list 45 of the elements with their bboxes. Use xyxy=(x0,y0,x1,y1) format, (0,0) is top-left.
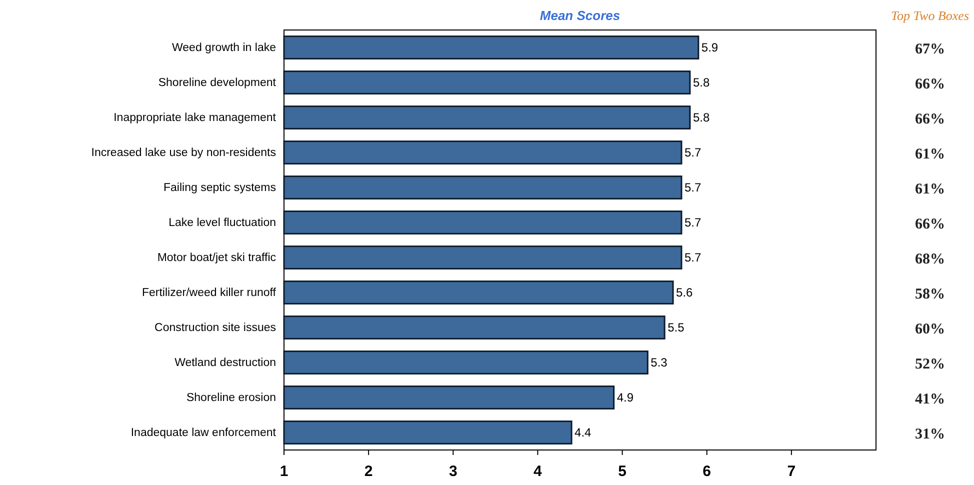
data-label: 5.3 xyxy=(650,356,668,370)
y-tick-label: Shoreline development xyxy=(158,77,277,90)
text: 31% xyxy=(915,426,945,442)
data-label: 5.8 xyxy=(692,110,710,124)
data-label: 5.7 xyxy=(684,180,702,194)
x-tick-label: 1 xyxy=(280,463,288,480)
text: 58% xyxy=(915,286,945,302)
y-tick-label: Fertilizer/weed killer runoff xyxy=(142,287,277,300)
x-tick-label: 5 xyxy=(618,463,626,480)
text: 52% xyxy=(915,356,945,372)
x-tick-label: 3 xyxy=(448,463,458,480)
y-tick-label: Lake level fluctuation xyxy=(168,217,276,230)
data-label: 4.4 xyxy=(574,426,592,440)
x-tick-label: 6 xyxy=(702,463,712,480)
text: 66% xyxy=(915,216,945,232)
y-tick-label: Increased lake use by non-residents xyxy=(91,147,276,160)
x-tick-label: 4 xyxy=(534,463,543,480)
chart-title: Mean Scores xyxy=(540,8,620,23)
y-tick-label: Inadequate law enforcement xyxy=(130,427,277,440)
y-tick-label: Shoreline erosion xyxy=(186,392,276,404)
x-tick-label: 2 xyxy=(364,463,373,480)
data-label: 5.6 xyxy=(676,286,694,300)
data-label: 5.9 xyxy=(701,40,718,54)
x-tick-label: 7 xyxy=(787,463,796,480)
text: 61% xyxy=(915,182,945,198)
text: 68% xyxy=(915,252,945,268)
data-label: 4.9 xyxy=(616,390,634,404)
text: 66% xyxy=(915,76,945,92)
data-label: 5.7 xyxy=(684,250,702,264)
y-tick-label: Motor boat/jet ski traffic xyxy=(157,252,276,264)
text: 66% xyxy=(915,112,945,128)
text: 41% xyxy=(915,392,945,408)
text: Top Two Boxes xyxy=(890,8,970,23)
y-tick-label: Failing septic systems xyxy=(164,182,276,194)
data-label: 5.7 xyxy=(684,146,702,160)
data-label: 5.8 xyxy=(692,76,710,90)
y-tick-label: Weed growth in lake xyxy=(172,42,276,54)
text: 61% xyxy=(915,146,945,162)
data-label: 5.5 xyxy=(668,320,685,334)
y-tick-label: Wetland destruction xyxy=(174,357,276,370)
y-tick-label: Construction site issues xyxy=(154,322,276,334)
y-tick-label: Inappropriate lake management xyxy=(114,112,277,124)
text: 67% xyxy=(915,42,945,58)
text: 60% xyxy=(915,322,945,338)
data-label: 5.7 xyxy=(684,216,702,230)
